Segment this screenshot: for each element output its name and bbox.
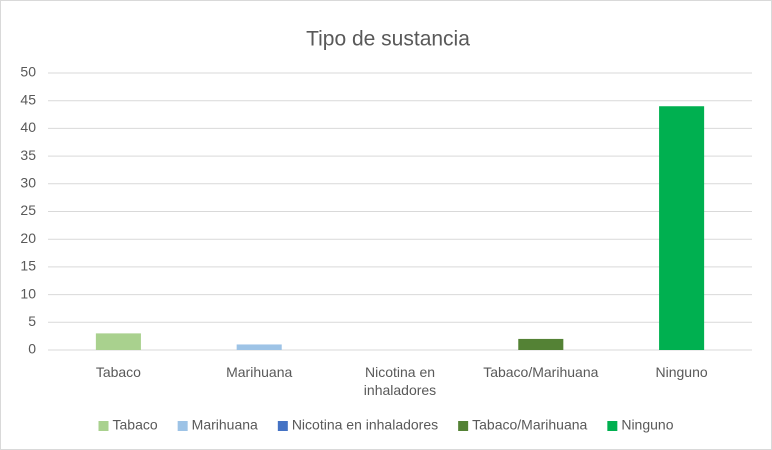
bar <box>518 338 564 350</box>
legend-swatch <box>607 421 618 431</box>
y-tick-label: 10 <box>20 285 36 301</box>
legend-label: Marihuana <box>192 417 258 433</box>
legend-swatch <box>458 421 469 431</box>
x-tick-label: Ninguno <box>655 364 708 380</box>
y-tick-label: 0 <box>28 341 36 357</box>
y-tick-label: 45 <box>20 91 36 107</box>
y-tick-label: 15 <box>20 258 36 274</box>
legend-label: Nicotina en inhaladores <box>292 417 438 433</box>
bar <box>236 344 282 350</box>
legend-swatch <box>98 421 109 431</box>
y-tick-label: 25 <box>20 202 36 218</box>
legend-swatch <box>277 421 288 431</box>
y-tick-label: 50 <box>20 64 36 80</box>
x-tick-label: Nicotina en inhaladores <box>363 364 437 398</box>
legend-label: Ninguno <box>621 417 673 433</box>
y-tick-label: 30 <box>20 175 36 191</box>
x-tick-label: Tabaco <box>95 364 141 380</box>
bar <box>95 333 141 350</box>
y-tick-label: 5 <box>28 313 36 329</box>
x-tick-label: Marihuana <box>226 364 293 380</box>
legend-swatch <box>177 421 188 431</box>
y-tick-label: 35 <box>20 147 36 163</box>
x-tick-label: Tabaco/Marihuana <box>483 364 599 380</box>
legend-label: Tabaco <box>113 417 158 433</box>
chart-title: Tipo de sustancia <box>306 28 470 51</box>
y-tick-label: 20 <box>20 230 36 246</box>
legend-label: Tabaco/Marihuana <box>472 417 587 433</box>
y-tick-label: 40 <box>20 119 36 135</box>
bar <box>659 106 705 351</box>
